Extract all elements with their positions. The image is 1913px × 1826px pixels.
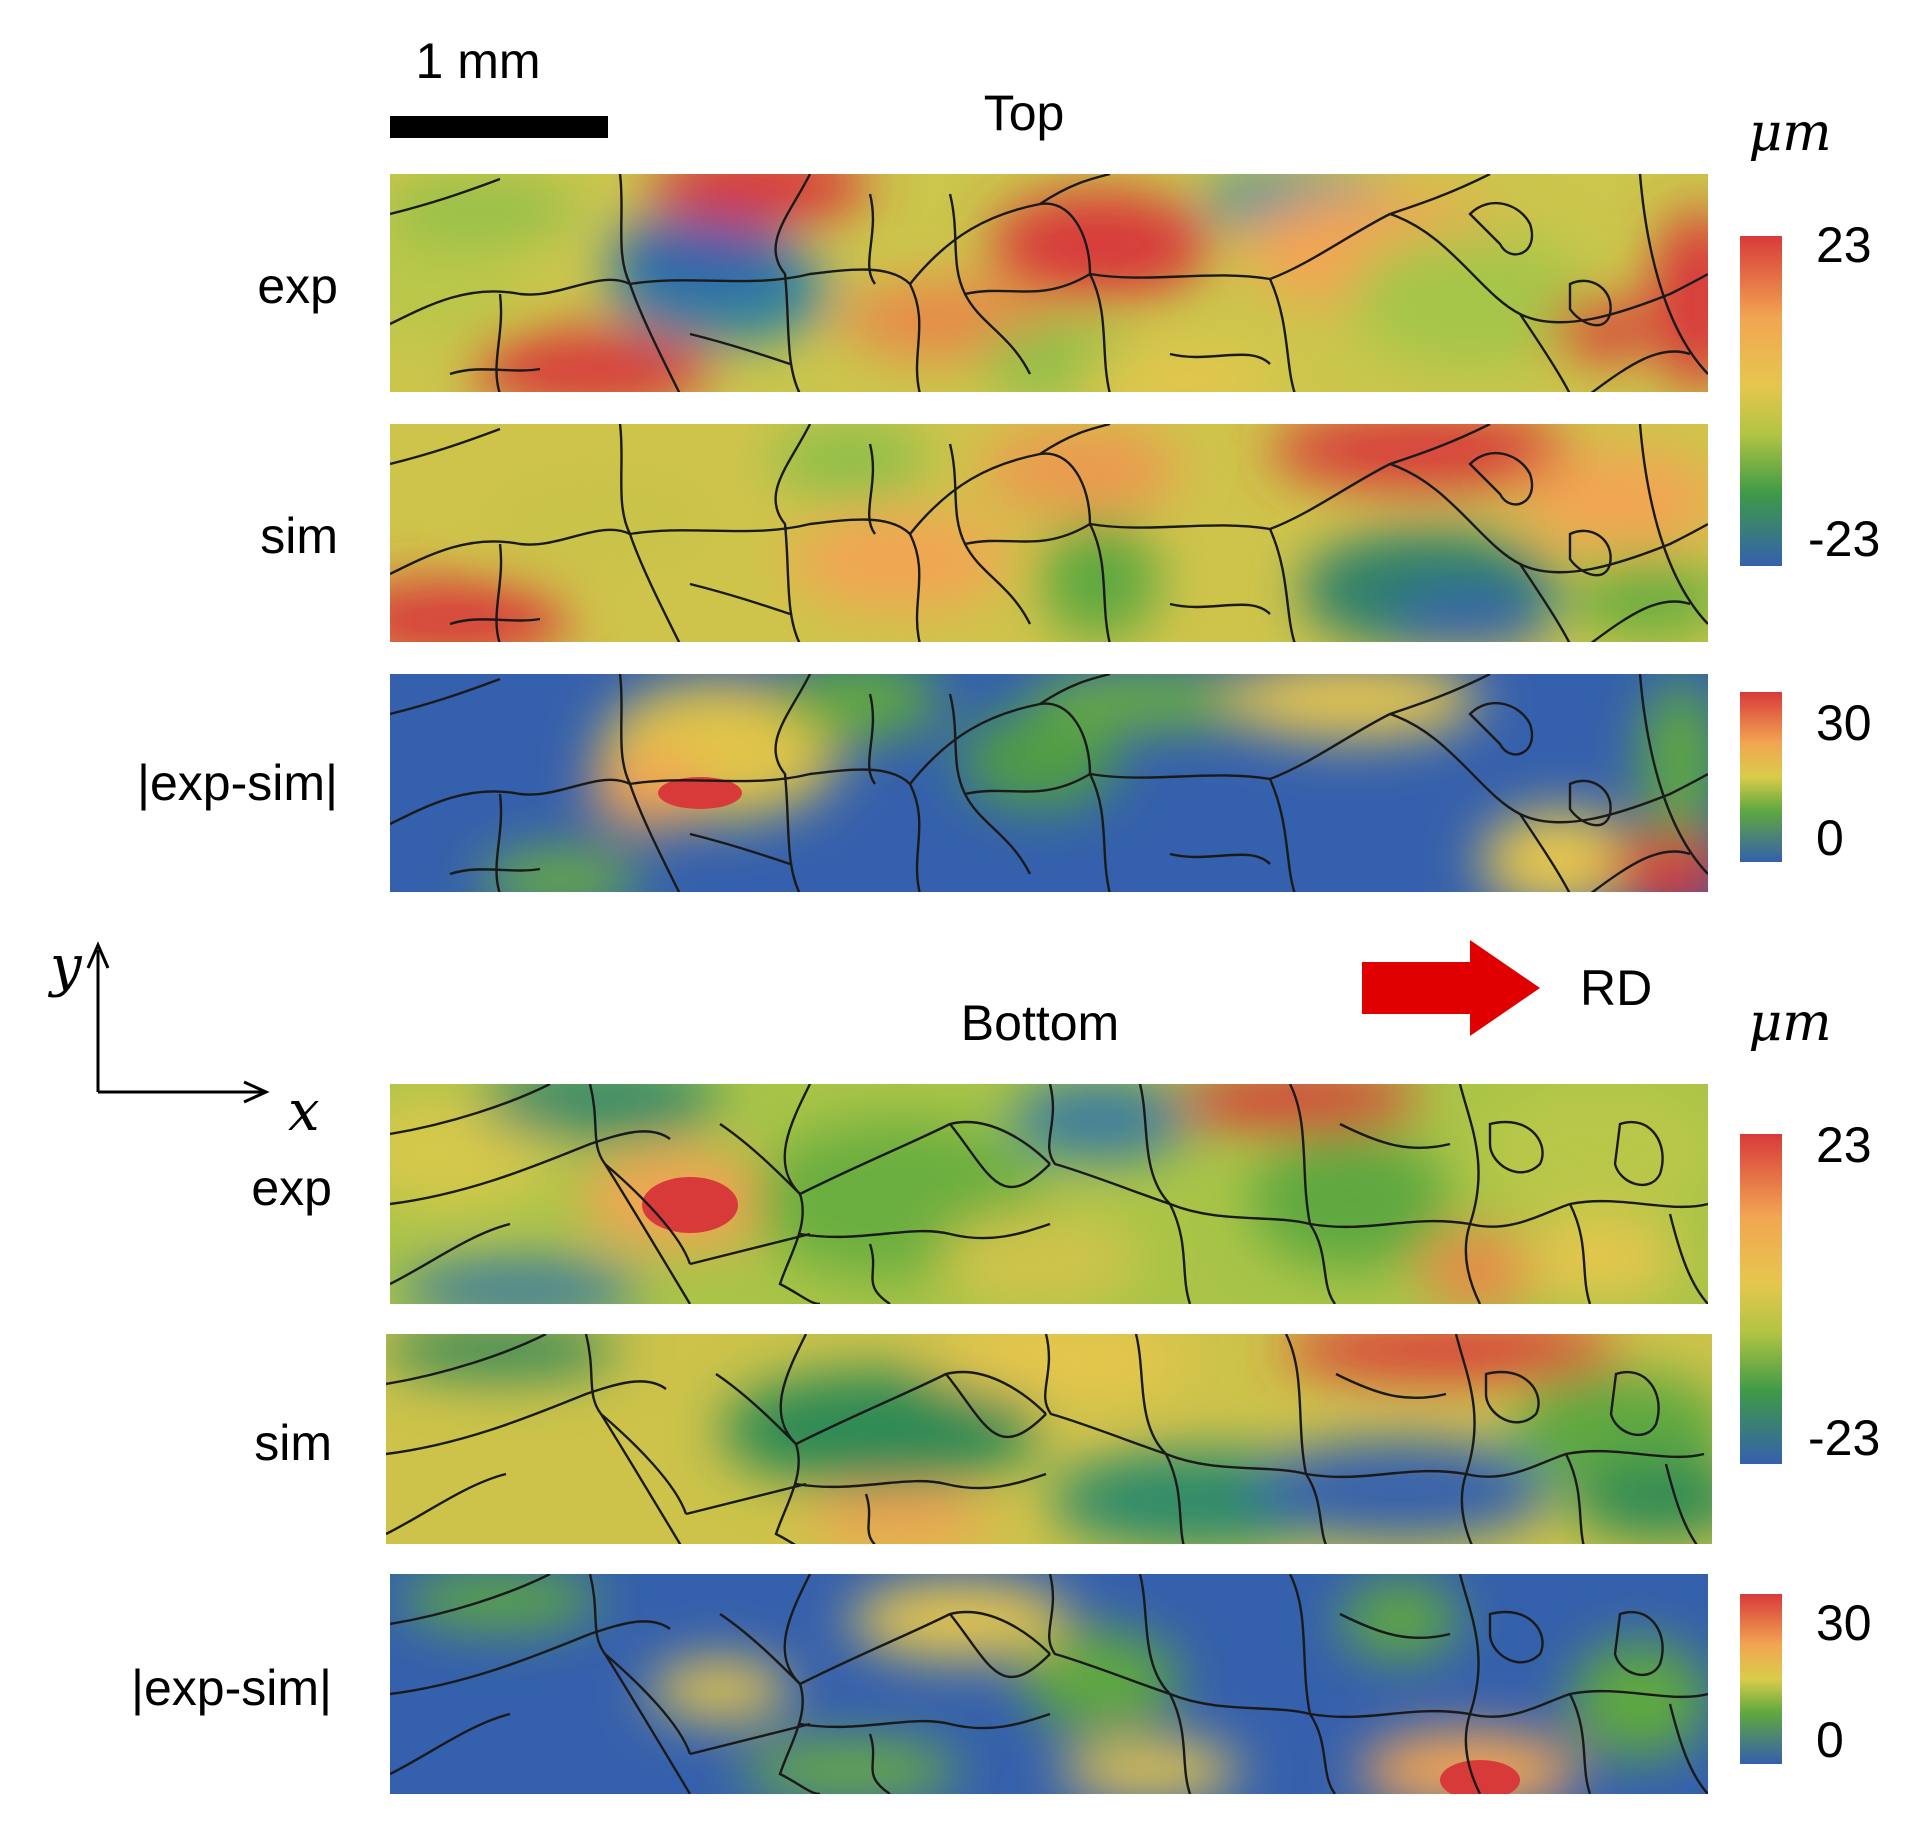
top-colorbar-max: 23 — [1816, 217, 1872, 273]
top-sim-map — [390, 424, 1708, 642]
bottom-row-label-diff: |exp-sim| — [131, 1660, 332, 1716]
bottom-colorbar-displacement — [1740, 1134, 1782, 1464]
x-axis-label: x — [288, 1079, 320, 1144]
top-row-label-sim: sim — [260, 508, 338, 564]
rolling-direction-arrow — [1362, 940, 1540, 1036]
bottom-section-title: Bottom — [961, 995, 1119, 1051]
top-diff-colorbar-min: 0 — [1816, 810, 1844, 866]
bottom-row-label-sim: sim — [254, 1415, 332, 1471]
scale-bar — [390, 116, 608, 138]
axes-indicator — [86, 941, 270, 1104]
top-diff-map — [390, 674, 1708, 892]
top-colorbar-unit: μm — [1748, 103, 1831, 163]
bottom-diff-map — [390, 1574, 1708, 1794]
top-colorbar-difference — [1740, 692, 1782, 862]
top-row-label-diff: |exp-sim| — [137, 755, 338, 811]
rolling-direction-label: RD — [1580, 960, 1652, 1016]
y-axis-label: y — [47, 934, 83, 999]
top-colorbar-displacement — [1740, 236, 1782, 566]
bottom-colorbar-difference — [1740, 1594, 1782, 1764]
bottom-colorbar-min: -23 — [1808, 1410, 1880, 1466]
top-exp-map — [390, 174, 1708, 392]
scale-bar-label: 1 mm — [416, 33, 541, 89]
bottom-sim-map — [386, 1334, 1712, 1544]
top-colorbar-min: -23 — [1808, 511, 1880, 567]
bottom-row-label-exp: exp — [251, 1160, 332, 1216]
top-diff-colorbar-max: 30 — [1816, 695, 1872, 751]
bottom-exp-map — [390, 1084, 1708, 1304]
top-row-label-exp: exp — [257, 258, 338, 314]
bottom-diff-colorbar-min: 0 — [1816, 1712, 1844, 1768]
top-section-title: Top — [984, 85, 1065, 141]
bottom-colorbar-max: 23 — [1816, 1117, 1872, 1173]
bottom-diff-colorbar-max: 30 — [1816, 1595, 1872, 1651]
bottom-colorbar-unit: μm — [1748, 993, 1831, 1053]
